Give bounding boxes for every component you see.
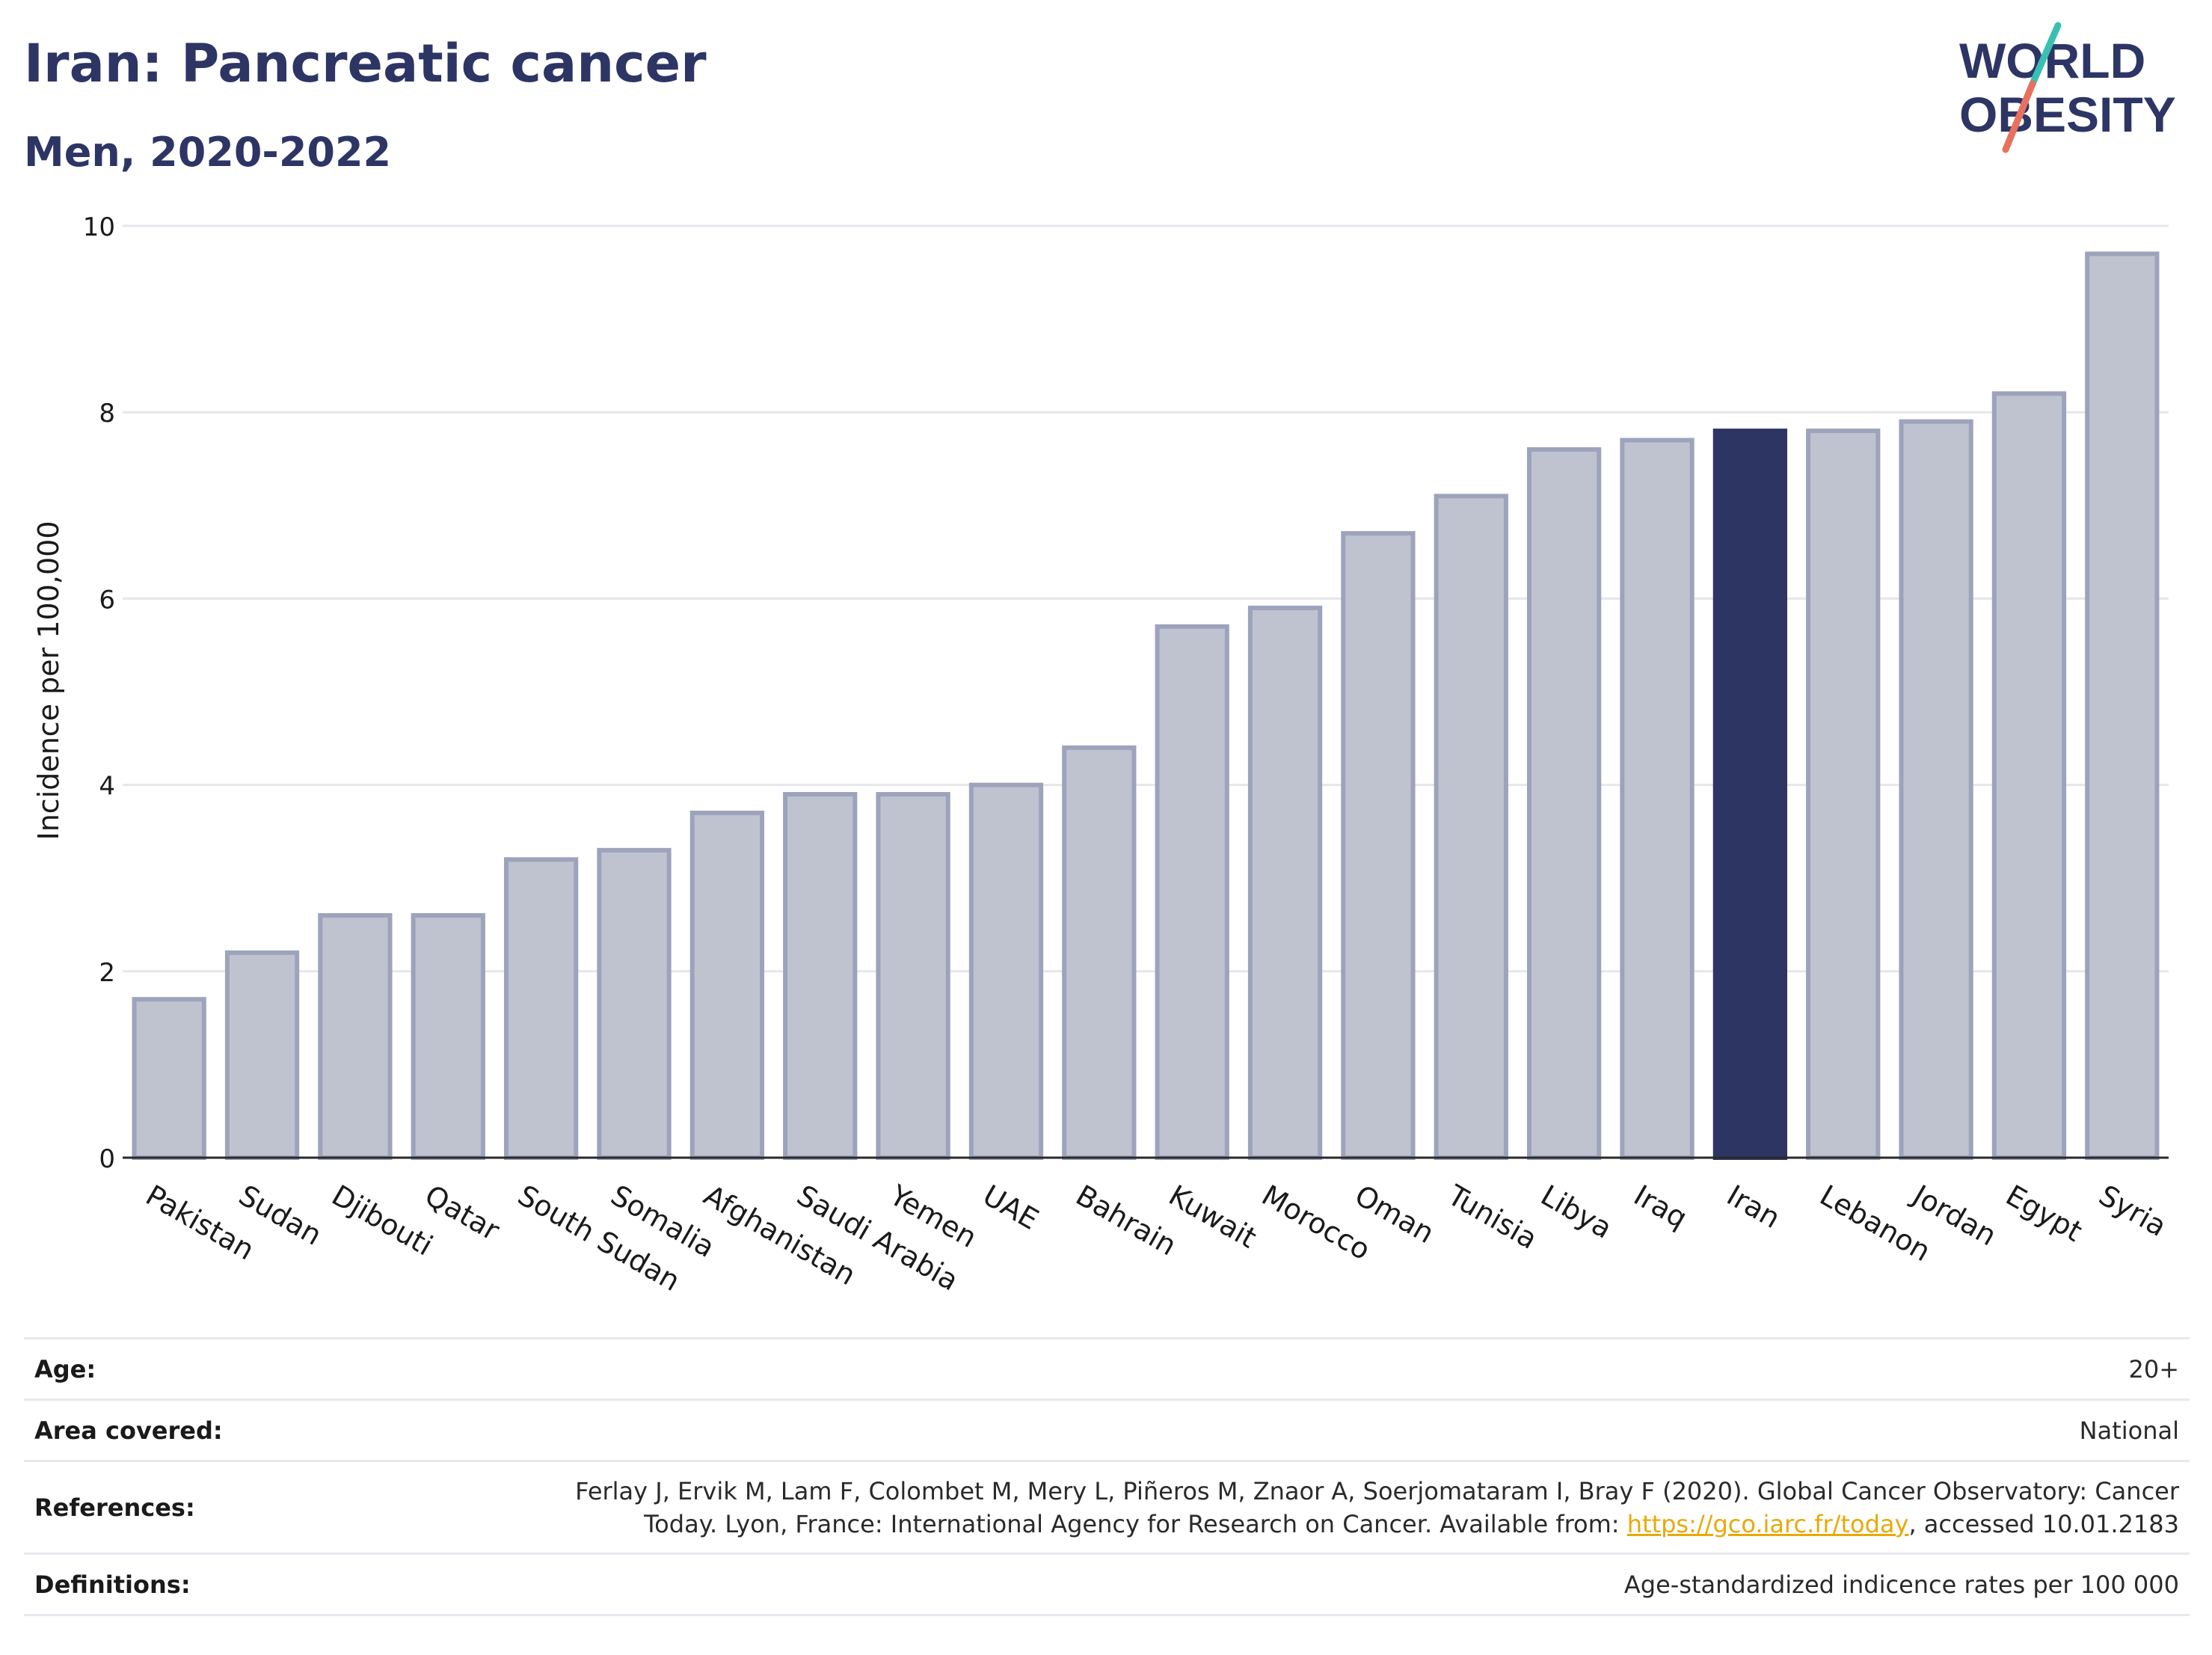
logo-slash-bottom: [2002, 80, 2036, 153]
bar: [1991, 391, 2067, 1160]
bar: [1434, 494, 1508, 1160]
area-label: Area covered:: [24, 1398, 408, 1461]
bar: [1341, 531, 1416, 1160]
info-row-references: References: Ferlay J, Ervik M, Lam F, Co…: [24, 1460, 2190, 1554]
info-table: Age: 20+ Area covered: National Referenc…: [24, 1337, 2190, 1616]
references-line-2-start: Today. Lyon, France: International Agenc…: [644, 1509, 1627, 1538]
info-row-area: Area covered: National: [24, 1398, 2190, 1461]
logo-word-obesity: OBESITY: [1959, 87, 2176, 142]
y-tick-label: 0: [99, 1144, 115, 1174]
bar: [783, 792, 858, 1161]
bar: [1527, 447, 1602, 1160]
bar: [2085, 251, 2160, 1160]
bar: [1247, 605, 1323, 1160]
x-tick-label: Libya: [1535, 1179, 1617, 1245]
definitions-value: Age-standardized indicence rates per 100…: [408, 1553, 2190, 1616]
area-value: National: [408, 1398, 2190, 1461]
y-tick-label: 10: [83, 212, 115, 242]
bar: [876, 792, 950, 1161]
x-tick-label: Iraq: [1629, 1179, 1693, 1235]
chart-title: Iran: Pancreatic cancer: [24, 33, 707, 94]
x-tick-label: Djibouti: [326, 1179, 438, 1262]
world-obesity-logo: WORLD OBESITY: [1959, 22, 2176, 153]
references-line-1: Ferlay J, Ervik M, Lam F, Colombet M, Me…: [575, 1476, 2179, 1505]
x-tick-label: Bahrain: [1070, 1179, 1182, 1262]
x-tick-label: Egypt: [2000, 1179, 2088, 1248]
x-tick-label: Tunisia: [1442, 1178, 1543, 1256]
x-tick-label: Iran: [1721, 1179, 1786, 1235]
bar: [318, 913, 393, 1161]
references-label: References:: [24, 1460, 408, 1554]
bar-highlighted: [1712, 429, 1788, 1160]
y-axis-label: Incidence per 100,000: [32, 521, 65, 840]
references-value: Ferlay J, Ervik M, Lam F, Colombet M, Me…: [408, 1460, 2190, 1554]
references-line-2-end: , accessed 10.01.2183: [1908, 1509, 2179, 1538]
x-tick-label: Kuwait: [1164, 1179, 1262, 1255]
bar: [1620, 437, 1695, 1160]
y-tick-label: 6: [99, 585, 115, 615]
bar: [224, 950, 300, 1160]
info-row-definitions: Definitions: Age-standardized indicence …: [24, 1553, 2190, 1616]
age-value: 20+: [408, 1337, 2190, 1400]
definitions-label: Definitions:: [24, 1553, 408, 1616]
bar: [1155, 624, 1229, 1160]
references-link[interactable]: https://gco.iarc.fr/today: [1626, 1509, 1909, 1538]
bar: [132, 997, 206, 1161]
info-row-age: Age: 20+: [24, 1337, 2190, 1400]
x-tick-label: Syria: [2093, 1179, 2172, 1243]
y-tick-label: 8: [99, 399, 115, 429]
bars: [132, 251, 2160, 1161]
logo-slash-top: [2029, 22, 2062, 87]
bar: [689, 810, 765, 1160]
bar: [504, 857, 579, 1161]
bar: [597, 847, 672, 1160]
bar: [1062, 745, 1137, 1160]
y-tick-label: 4: [99, 772, 115, 802]
bar: [1806, 429, 1881, 1160]
bar: [411, 913, 485, 1161]
x-tick-label: UAE: [977, 1179, 1044, 1236]
bar: [1899, 419, 1973, 1160]
chart-subtitle: Men, 2020-2022: [24, 129, 392, 176]
age-label: Age:: [24, 1337, 408, 1400]
bar: [968, 782, 1044, 1160]
y-tick-label: 2: [99, 958, 115, 988]
